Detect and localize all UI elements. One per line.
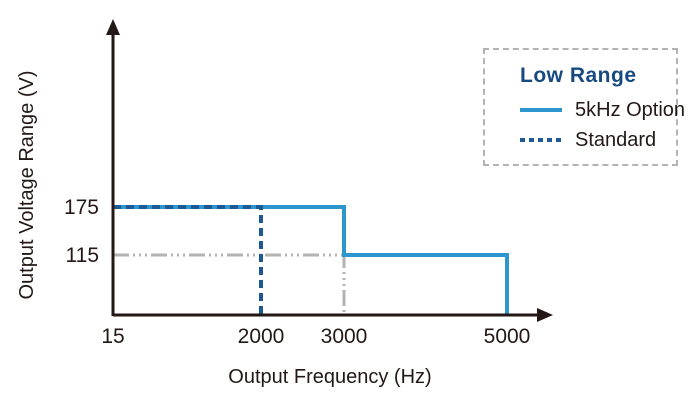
x-axis-title: Output Frequency (Hz) [228,366,431,388]
y-axis-title: Output Voltage Range (V) [16,70,38,299]
legend-item-label: 5kHz Option [575,98,686,121]
x-tick-label-5000: 5000 [484,325,531,348]
guide-115v-3000hz-line [113,253,346,314]
y-axis-arrow-icon [106,19,120,35]
legend-item-label: Standard [575,128,657,151]
y-tick-label-115: 115 [66,244,99,267]
x-tick-label-2000: 2000 [238,325,285,348]
x-tick-label-3000: 3000 [321,325,368,348]
legend-item-standard: Standard [520,128,657,151]
solid-line-swatch-icon [520,108,562,112]
legend: Low Range 5kHz Option Standard [483,48,685,166]
legend-title: Low Range [520,64,637,87]
x-tick-label-15: 15 [101,325,124,348]
series-standard-line [113,205,263,314]
dashed-line-swatch-icon [520,138,562,142]
series-5khz-option-line [113,205,509,314]
legend-item-5khz-option: 5kHz Option [520,98,686,121]
x-axis-arrow-icon [537,308,553,322]
y-tick-label-175: 175 [64,196,99,219]
